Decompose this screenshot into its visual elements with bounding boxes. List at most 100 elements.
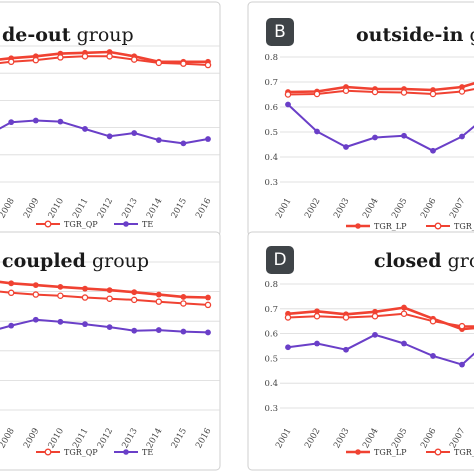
panel-c-series-tgr_lp-point (57, 283, 64, 290)
panel-a-title-rest: group (70, 24, 134, 46)
panel-c-series-tgr_lp-point (205, 294, 211, 301)
panel-d-ytick-label: 0.5 (264, 354, 278, 364)
panel-a-series-tgr_qp-point (130, 56, 138, 63)
panel-b-series-tgr_qp-point (458, 88, 466, 95)
panel-d-series-te-point (459, 361, 465, 368)
panel-b-title-bold: outside-in (356, 24, 464, 46)
panel-b-series-te-point (430, 147, 436, 154)
panel-d-series-te-point (343, 346, 349, 353)
panel-c-series-tgr_qp-point (106, 295, 113, 302)
panel-a-series-te-point (205, 136, 211, 142)
panel-d-title-bold: closed (374, 250, 442, 272)
panel-d-label: D (266, 246, 294, 274)
panel-a-series-te-point (131, 130, 138, 136)
panel-d-ytick-label: 0.6 (264, 330, 278, 340)
panel-b-ytick-label: 0.8 (264, 53, 278, 63)
panel-b-series-tgr_qp-point (429, 90, 437, 98)
panel-c-series-tgr_qp-point (57, 292, 64, 299)
panel-a-series-te-point (106, 133, 113, 140)
panel-c-series-te-point (131, 327, 138, 334)
panel-c-series-te-point (155, 327, 162, 333)
panel-b-legend-marker (355, 223, 361, 229)
panel-c-legend-marker (44, 448, 52, 456)
panel-d-series-te-point (314, 340, 320, 347)
panel-b-legend-label: TGR_LP (374, 222, 407, 231)
panel-b-ytick-label: 0.5 (264, 128, 278, 138)
panel-c-series-tgr_lp-point (106, 287, 113, 294)
panel-b-label: B (266, 18, 294, 46)
panel-b-ytick-label: 0.7 (264, 78, 278, 88)
panel-c-series-te-point (180, 328, 187, 335)
panel-a-series-tgr_qp-point (180, 60, 187, 67)
panel-b-series-tgr_qp-point (342, 87, 350, 95)
panel-c-series-te-point (106, 324, 113, 331)
panel-d-series-te-point (430, 353, 436, 359)
panel-c-series-tgr_qp-point (130, 296, 138, 304)
panel-b-series-te-point (401, 132, 407, 139)
panel-c-series-te-point (8, 322, 15, 329)
panel-c-title: coupled group (2, 252, 149, 271)
panel-d-series-te-point (285, 344, 291, 351)
panel-b-title: outside-in g (356, 26, 474, 45)
panel-a-series-te-point (32, 117, 39, 124)
panel-d-series-tgr_qp-point (458, 322, 466, 330)
panel-d-legend-label: TGR_LP (374, 448, 407, 457)
panel-c-series-te-point (82, 321, 88, 328)
panel-c-series-tgr_lp-point (82, 285, 88, 292)
panel-a-legend-marker (123, 221, 129, 227)
panel-d-series-tgr_qp-point (400, 310, 408, 318)
panel-b-legend-marker (434, 222, 442, 230)
panel-d-ytick-label: 0.7 (264, 305, 278, 315)
panel-d-ytick-label: 0.4 (264, 379, 278, 389)
panel-a-legend-label: TGR_QP (64, 220, 98, 229)
panel-b-series-tgr_lp-point (459, 84, 465, 90)
panel-d-frame (247, 231, 474, 471)
panel-a-series-te-point (82, 126, 88, 132)
panel-b-series-tgr_qp-point (371, 88, 379, 96)
panel-c-series-tgr_lp-point (155, 291, 162, 298)
panel-b-series-tgr_qp-point (313, 90, 321, 98)
panel-d-legend-marker (434, 448, 442, 456)
panel-b-title-rest: g (463, 24, 474, 46)
panel-b-series-te-point (372, 134, 378, 141)
panel-b-series-tgr_qp-point (284, 91, 292, 98)
panel-c-title-bold: coupled (2, 250, 86, 272)
panel-a-series-te-point (57, 118, 64, 125)
panel-d-legend-marker (355, 449, 361, 455)
panel-a-legend-marker (44, 220, 52, 228)
panel-b-ytick-label: 0.3 (264, 178, 278, 188)
panel-a-series-tgr_qp-point (155, 59, 163, 67)
panel-c-title-rest: group (85, 250, 150, 272)
panel-d-series-tgr_lp-point (372, 308, 378, 315)
panel-a-series-tgr_qp-point (204, 61, 212, 69)
panel-d-series-tgr_lp-point (401, 304, 407, 311)
panel-b-legend-label: TGR_QP (454, 222, 474, 231)
panel-c-series-te-point (57, 318, 64, 325)
panel-a-series-te-point (8, 119, 15, 126)
panel-c-series-tgr_lp-point (180, 294, 187, 300)
panel-d-series-te-point (372, 331, 378, 338)
panel-b-series-te-point (314, 128, 320, 135)
panel-c-series-tgr_qp-point (81, 294, 89, 301)
panel-c-series-tgr_qp-point (32, 291, 40, 298)
panel-d-ytick-label: 0.3 (264, 404, 278, 414)
panel-c-series-tgr_qp-point (155, 298, 163, 305)
panel-c-legend-label: TGR_QP (64, 448, 98, 457)
panel-a-title-bold: de-out (2, 24, 71, 46)
panel-b-series-te-point (459, 133, 465, 140)
panel-c-series-te-point (32, 316, 39, 323)
panel-a-series-tgr_qp-point (106, 53, 113, 60)
panel-b-series-te-point (343, 144, 349, 150)
panel-b-series-tgr_qp-point (400, 89, 408, 96)
panel-a-legend-label: TE (142, 220, 153, 229)
panel-c-series-tgr_qp-point (180, 300, 187, 307)
panel-d-series-tgr_qp-point (429, 317, 437, 325)
panel-d-legend-label: TGR_QP (454, 448, 474, 457)
panel-d-series-tgr_qp-point (342, 314, 350, 321)
panel-c-series-tgr_lp-point (32, 282, 39, 288)
panel-a-series-tgr_qp-point (57, 54, 64, 61)
panel-a-chart: 2006200720082009201020112012201320142015… (0, 1, 221, 237)
